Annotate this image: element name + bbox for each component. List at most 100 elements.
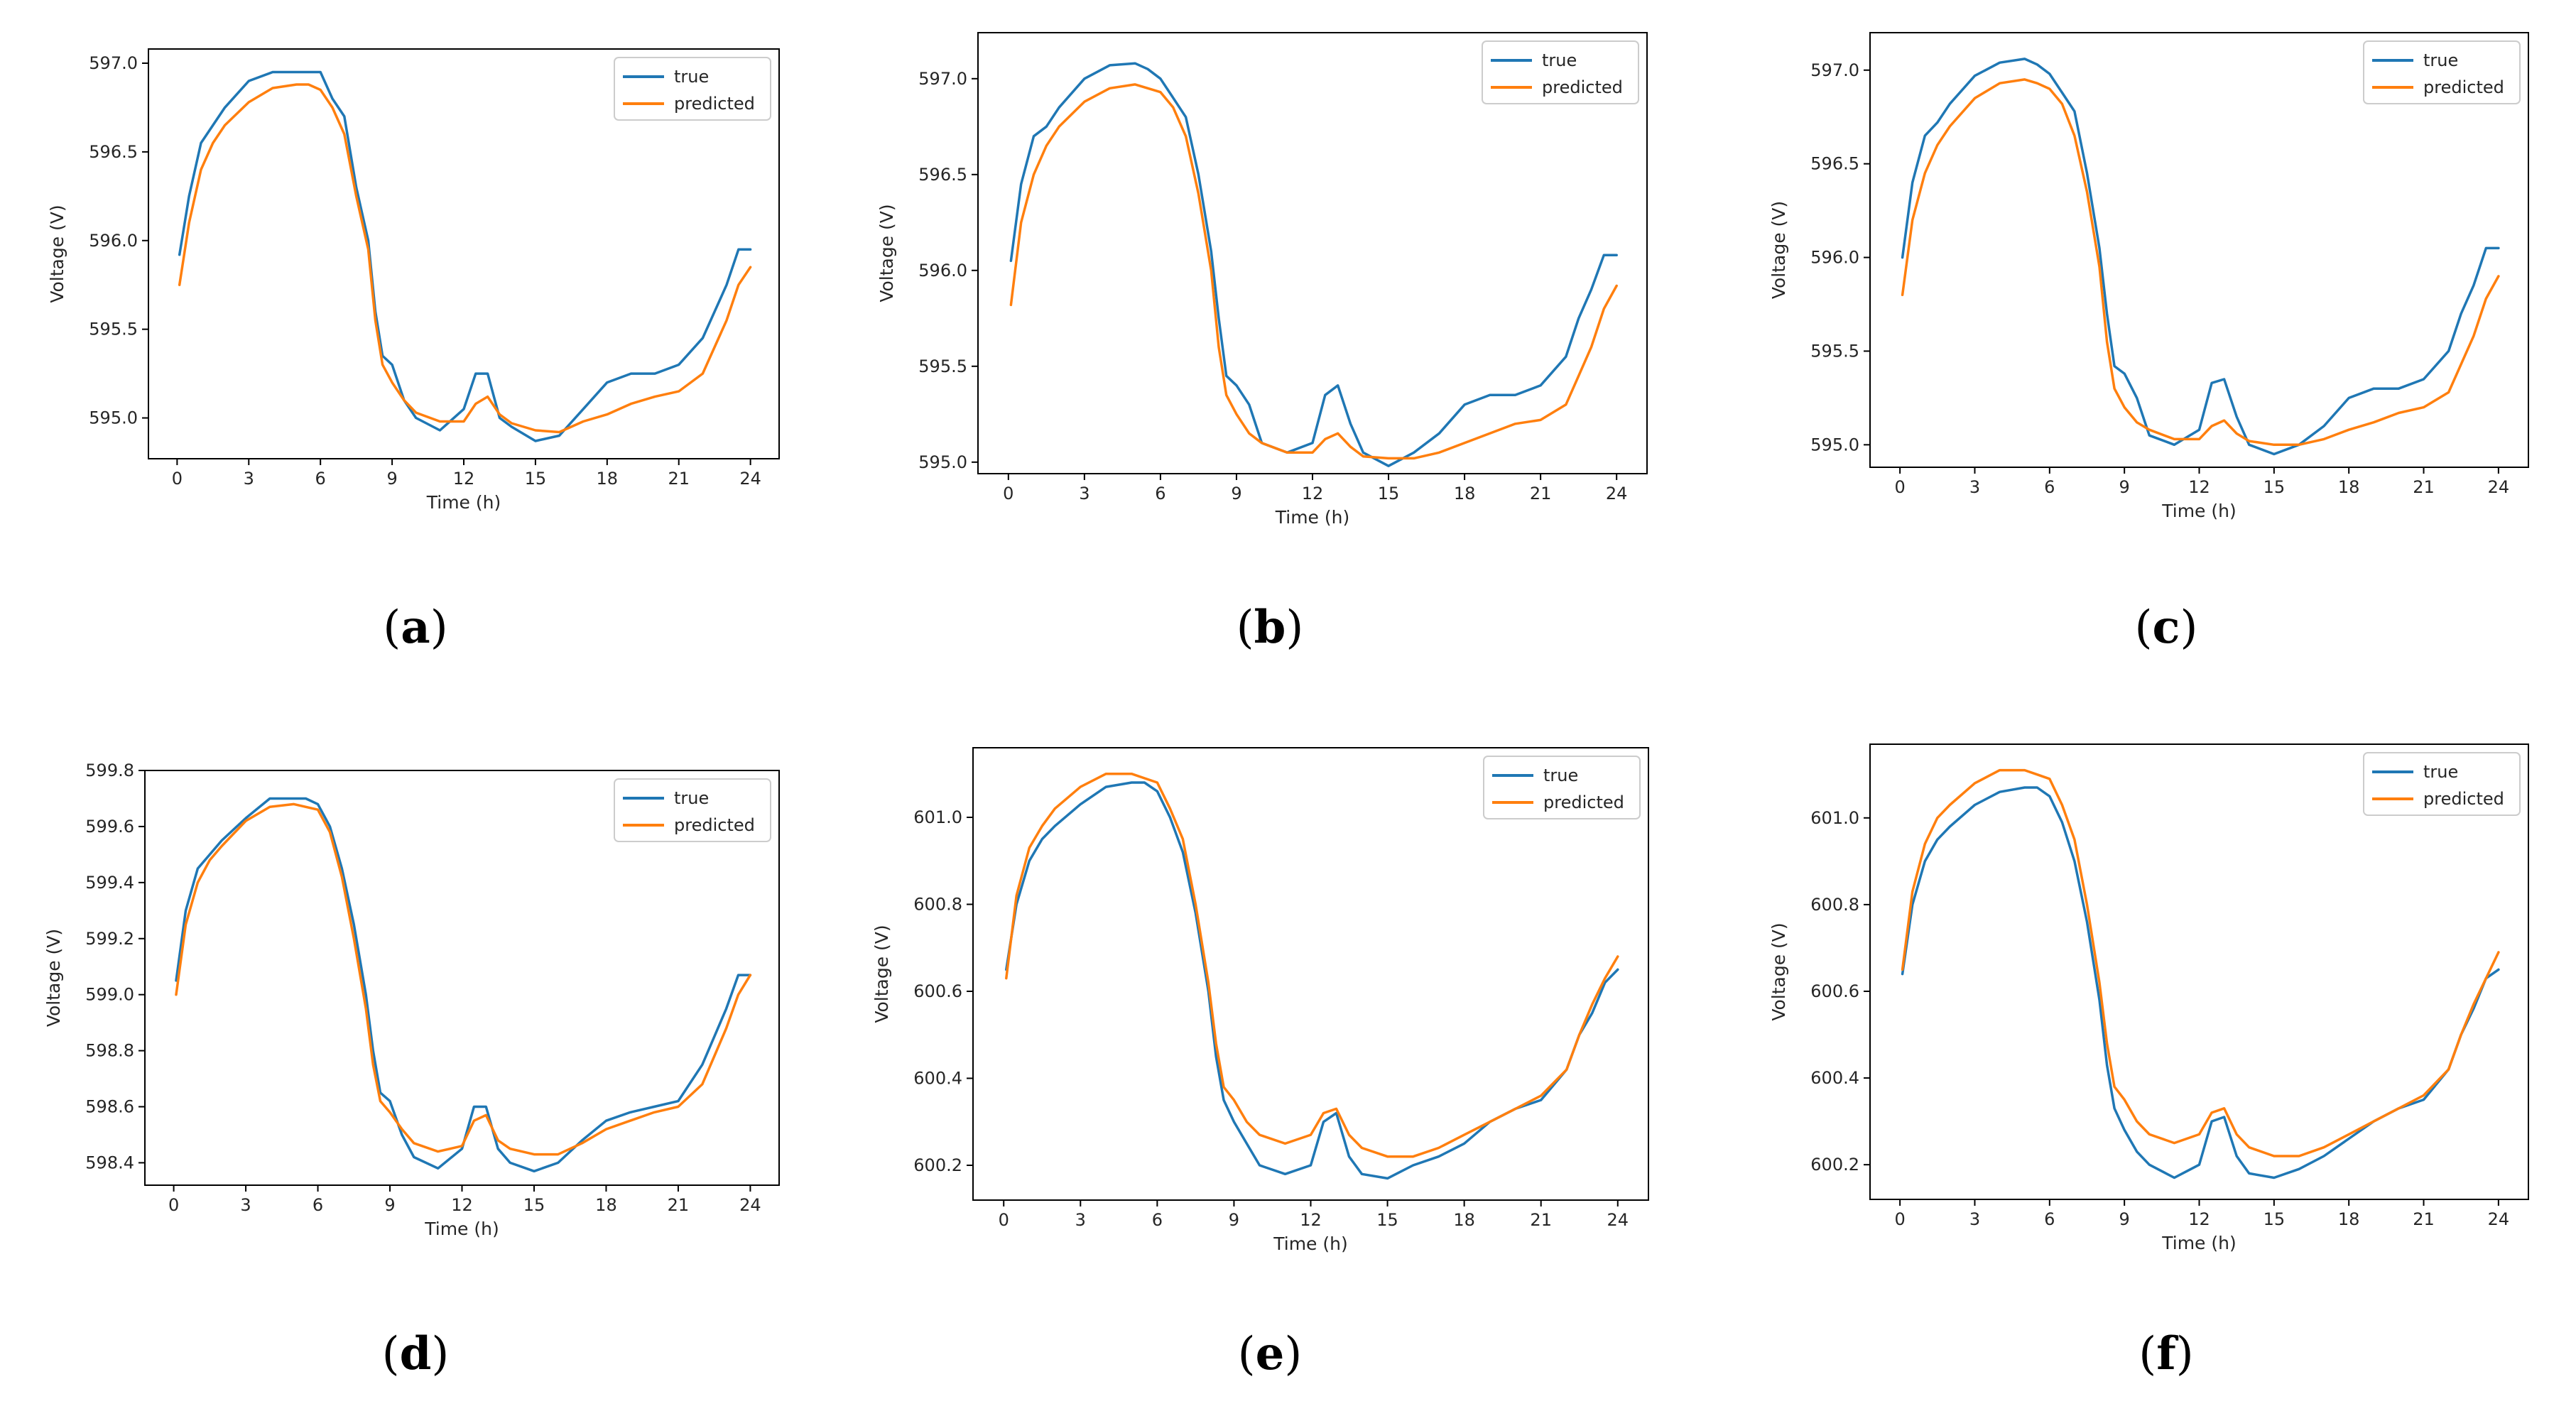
x-tick-label: 6 [2044,1209,2055,1229]
y-tick-label: 600.6 [1810,981,1859,1001]
caption-letter: c [2153,601,2180,654]
y-tick-label: 596.0 [918,261,967,280]
x-tick-label: 18 [595,1195,617,1215]
x-tick-label: 3 [1075,1210,1086,1230]
x-tick-label: 6 [1152,1210,1163,1230]
x-tick-label: 18 [1453,1210,1475,1230]
y-tick-label: 601.0 [913,807,962,827]
y-tick-label: 601.0 [1810,808,1859,828]
x-tick-label: 6 [2044,477,2055,497]
panel-caption: (c) [2135,601,2198,654]
x-tick-label: 9 [1231,484,1241,503]
y-tick-label: 600.8 [913,895,962,915]
x-tick-label: 6 [1155,484,1165,503]
y-tick-label: 599.0 [85,985,134,1005]
x-tick-label: 15 [523,1195,545,1215]
legend-label-predicted: predicted [1543,792,1624,812]
y-axis-label: Voltage (V) [43,929,64,1027]
legend-label-predicted: predicted [2423,77,2504,97]
caption-letter: d [400,1327,432,1380]
x-tick-label: 24 [1606,484,1628,503]
y-tick-label: 598.8 [85,1041,134,1061]
x-tick-label: 0 [999,1210,1009,1230]
x-axis-label: Time (h) [424,1219,499,1239]
y-axis-label: Voltage (V) [1768,922,1789,1020]
legend-label-true: true [674,67,709,87]
x-tick-label: 3 [240,1195,251,1215]
y-tick-label: 600.8 [1810,895,1859,915]
x-tick-label: 24 [1607,1210,1629,1230]
x-tick-label: 18 [597,469,619,489]
x-tick-label: 18 [2338,477,2360,497]
series-line-predicted [1009,83,1618,460]
x-tick-label: 0 [172,469,183,489]
x-tick-label: 15 [2263,1209,2286,1229]
caption-letter: f [2156,1327,2178,1380]
x-tick-label: 24 [2488,1209,2510,1229]
y-tick-label: 595.0 [1810,435,1859,454]
y-tick-label: 596.0 [1810,248,1859,268]
x-axis-label: Time (h) [1273,1233,1347,1254]
x-tick-label: 3 [244,469,254,489]
legend: true predicted [2363,752,2521,816]
x-tick-label: 6 [313,1195,323,1215]
series-line-predicted [1901,78,2500,447]
caption-close-paren: ) [430,601,448,654]
x-tick-label: 0 [1894,1209,1905,1229]
legend-label-true: true [1542,50,1577,70]
x-tick-label: 21 [1530,1210,1552,1230]
x-tick-label: 21 [2413,1209,2435,1229]
caption-open-paren: ( [382,1328,400,1380]
x-axis-label: Time (h) [1275,507,1349,528]
legend: true predicted [1483,756,1641,819]
series-line-predicted [175,802,752,1156]
panel-caption: (d) [382,1327,450,1380]
caption-close-paren: ) [2176,1328,2194,1380]
y-tick-label: 598.4 [85,1153,134,1172]
x-tick-label: 12 [1300,1210,1322,1230]
x-tick-label: 9 [386,469,397,489]
y-tick-label: 595.5 [918,356,967,376]
x-tick-label: 9 [384,1195,395,1215]
chart-panel-d: 0 3 6 9 12 15 18 21 24 598.4 598.6 598.8 599.0 599.2 5… [43,761,780,1380]
y-axis-label: Voltage (V) [876,204,897,302]
legend: true predicted [614,778,771,842]
caption-close-paren: ) [1286,601,1303,654]
caption-open-paren: ( [2138,1328,2156,1380]
x-tick-label: 3 [1969,1209,1980,1229]
x-tick-label: 21 [2413,477,2435,497]
y-axis-label: Voltage (V) [1768,201,1789,299]
y-tick-label: 595.0 [918,452,967,472]
y-tick-label: 597.0 [918,69,967,89]
y-axis-label: Voltage (V) [871,925,892,1023]
x-tick-label: 9 [2119,477,2130,497]
y-tick-label: 598.6 [85,1097,134,1117]
x-axis-label: Time (h) [2161,501,2236,521]
chart-panel-c: 0 3 6 9 12 15 18 21 24 595.0 595.5 596.0 596.5 597.0 T… [1768,32,2529,654]
y-tick-label: 595.5 [89,320,138,339]
x-tick-label: 12 [453,469,475,489]
x-tick-label: 12 [2188,1209,2210,1229]
series-line-true [178,70,752,442]
series-line-predicted [178,83,752,434]
chart-panel-f: 0 3 6 9 12 15 18 21 24 600.2 600.4 600.6 600.8 601.0 T… [1768,743,2529,1380]
caption-open-paren: ( [383,601,401,654]
x-tick-label: 6 [315,469,326,489]
y-tick-label: 600.4 [913,1069,962,1089]
y-tick-label: 595.5 [1810,341,1859,361]
x-tick-label: 18 [2338,1209,2360,1229]
x-tick-label: 24 [739,1195,761,1215]
y-tick-label: 596.0 [89,231,138,251]
caption-letter: e [1256,1327,1285,1380]
y-tick-label: 600.4 [1810,1068,1859,1088]
legend-label-true: true [2423,762,2458,782]
x-tick-label: 24 [739,469,761,489]
y-tick-label: 600.6 [913,981,962,1001]
y-tick-label: 599.4 [85,873,134,893]
y-tick-label: 599.6 [85,817,134,837]
x-tick-label: 0 [1003,484,1013,503]
y-tick-label: 596.5 [89,142,138,162]
x-tick-label: 21 [668,469,690,489]
legend-label-true: true [1543,766,1578,785]
